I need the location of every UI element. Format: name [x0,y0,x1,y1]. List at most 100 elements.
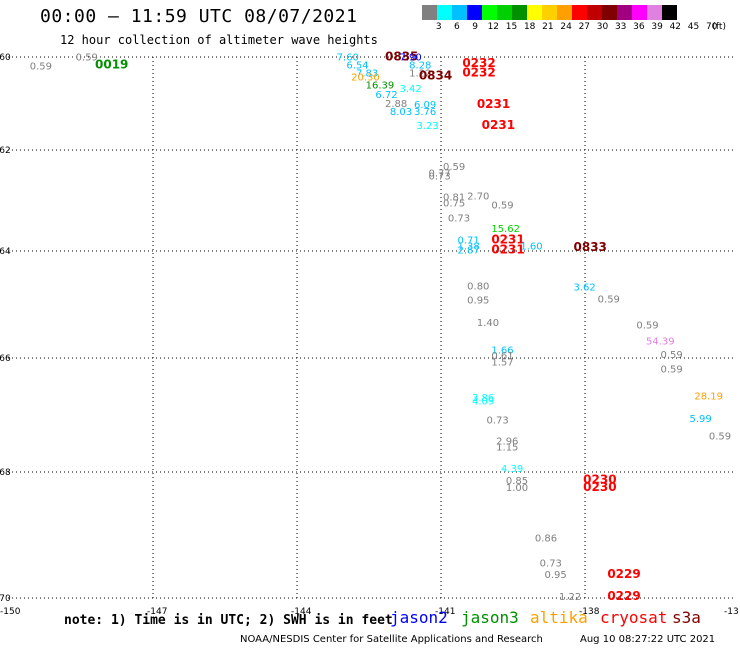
data-point-label: 1.66 [491,346,513,357]
x-tick-label: -150 [0,607,21,617]
legend-cryosat: cryosat [600,608,668,627]
data-point-label: 0231 [477,97,510,111]
data-point-label: 0.59 [661,364,683,375]
data-point-label: 0.81 [443,193,465,204]
data-point-label: 3.23 [416,121,438,132]
data-point-label: 0.77 [429,168,451,179]
data-point-label: 0835 [385,50,418,64]
data-point-label: 0.73 [540,559,562,570]
colorbar-cell [512,5,527,20]
footer-credit: NOAA/NESDIS Center for Satellite Applica… [240,634,543,645]
data-point-label: 7.83 [356,69,378,80]
data-point-label: 54.39 [646,337,675,348]
data-point-label: 2.70 [467,191,489,202]
footer-timestamp: Aug 10 08:27:22 UTC 2021 [580,634,716,645]
data-point-label: 28.19 [694,392,723,403]
colorbar-label: 36 [633,22,645,32]
data-point-label: 0230 [583,480,616,494]
legend-altika: altika [530,608,588,627]
data-point-label: 2.87 [458,246,480,257]
y-tick-label: -66 [0,354,11,364]
data-point-label: 16.39 [366,81,395,92]
colorbar-cell [557,5,572,20]
data-point-label: 0232 [462,56,495,70]
data-point-label: 3.86 [472,393,494,404]
data-point-label: 0.59 [598,294,620,305]
data-point-label: 7.60 [337,53,359,64]
data-point-label: 0.73 [487,416,509,427]
colorbar-label: 39 [651,22,663,32]
data-point-label: 0.80 [467,282,489,293]
colorbar-cell [587,5,602,20]
legend-jason2: jason2 [390,608,448,627]
x-tick-label: -13 [724,607,739,617]
colorbar-cell [527,5,542,20]
data-point-label: 0.59 [636,321,658,332]
data-point-label: 0.59 [443,162,465,173]
data-point-label: 4.39 [501,464,523,475]
data-point-label: 5.99 [690,414,712,425]
data-point-label: 6.54 [346,61,368,72]
data-point-label: 8.03 [390,107,412,118]
data-point-label: 3.62 [574,283,596,294]
data-point-label: 0.59 [661,350,683,361]
y-tick-label: -62 [0,146,11,156]
data-point-label: 0.59 [30,62,52,73]
data-point-label: 0229 [607,567,640,581]
y-tick-label: -70 [0,594,11,604]
data-point-label: 15.62 [491,224,520,235]
data-point-label: 0.75 [443,199,465,210]
data-point-label: 1.60 [520,241,542,252]
x-tick-label: -141 [435,607,455,617]
colorbar-label: 24 [560,22,572,32]
colorbar-label: 9 [472,22,478,32]
x-tick-label: -144 [291,607,312,617]
colorbar-label: 15 [505,22,518,32]
data-point-label: 0.73 [448,214,470,225]
colorbar-label: (ft) [712,22,726,32]
colorbar-label: 45 [687,22,700,32]
colorbar-cell [662,5,677,20]
legend-s3a: s3a [672,608,701,627]
data-point-label: 1.15 [496,442,518,453]
colorbar-cell [497,5,512,20]
data-point-label: 0231 [491,243,524,257]
colorbar-cell [632,5,647,20]
data-point-label: 8.28 [409,61,431,72]
y-tick-label: -64 [0,247,11,257]
data-point-label: 1.00 [506,483,528,494]
colorbar-cell [437,5,452,20]
data-point-label: 1.22 [559,592,581,603]
colorbar-labels: 3 6 9 12 15 18 21 24 27 30 33 36 39 42 45 70 (ft) [422,22,732,34]
data-point-label: 0.86 [535,533,557,544]
data-point-label: 20.30 [351,72,380,83]
colorbar-cell [482,5,497,20]
x-tick-label: -147 [147,607,167,617]
data-point-label: 0019 [95,58,128,72]
colorbar-label: 12 [487,22,500,32]
colorbar-cell [647,5,662,20]
data-point-label: 1.40 [477,318,499,329]
data-point-label: 0.59 [491,201,513,212]
data-point-label: 0.71 [458,235,480,246]
colorbar-label: 33 [614,22,627,32]
colorbar-cell [467,5,482,20]
data-point-label: 0231 [482,118,515,132]
colorbar-cell [422,5,437,20]
colorbar-cell [602,5,617,20]
data-point-label: 2.88 [385,99,407,110]
note-text: note: 1) Time is in UTC; 2) SWH is in fe… [64,613,393,628]
data-point-label: 0.59 [76,53,98,64]
data-point-label: 6.72 [375,90,397,101]
page-subtitle: 12 hour collection of altimeter wave hei… [60,33,378,47]
data-point-label: 0.85 [506,476,528,487]
colorbar-label: 3 [435,22,442,32]
colorbar-label: 21 [542,22,554,32]
page-title: 00:00 – 11:59 UTC 08/07/2021 [40,6,358,27]
data-point-label: 3.76 [414,107,436,118]
data-point-label: 0.59 [709,432,731,443]
y-tick-label: -60 [0,53,11,63]
data-point-label: 0834 [419,68,452,82]
data-point-label: 1.38 [458,241,480,252]
data-point-label: 1.57 [491,357,513,368]
